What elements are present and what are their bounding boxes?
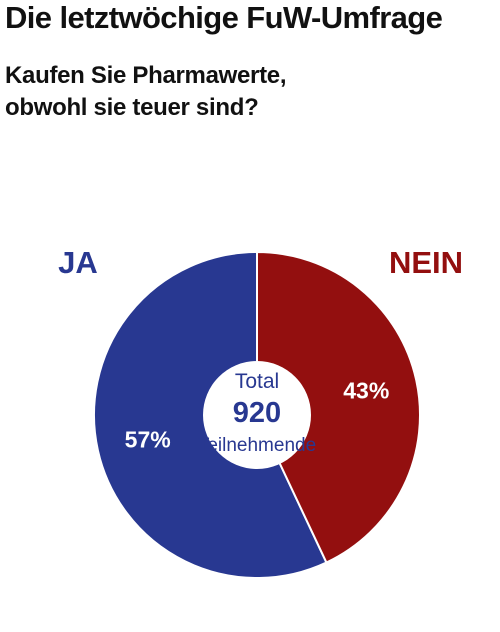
pie-slice-nein xyxy=(256,250,421,564)
chart-title: Die letztwöchige FuW-Umfrage xyxy=(5,0,443,35)
category-label-nein: NEIN xyxy=(389,245,463,280)
slice-percent-label-ja: 57% xyxy=(125,426,171,452)
slice-percent-label-nein: 43% xyxy=(343,378,389,404)
center-total-caption: Teilnehmende xyxy=(198,435,316,456)
question-line-2: obwohl sie teuer sind? xyxy=(5,94,259,121)
center-total-value: 920 xyxy=(233,397,281,429)
donut-hole xyxy=(203,361,311,469)
center-total-label: Total xyxy=(235,370,279,393)
chart-question: Kaufen Sie Pharmawerte, obwohl sie teuer… xyxy=(5,60,287,124)
category-label-ja: JA xyxy=(58,245,98,280)
question-line-1: Kaufen Sie Pharmawerte, xyxy=(5,62,287,89)
